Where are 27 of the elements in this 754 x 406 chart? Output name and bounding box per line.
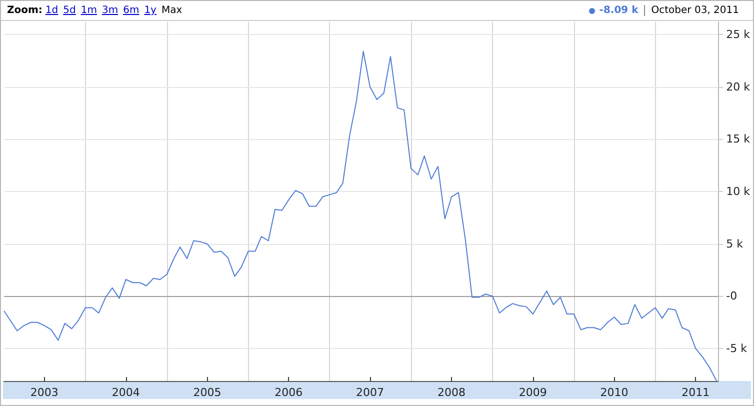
text: 3m (102, 5, 118, 16)
y-tick-label: 20 k (726, 80, 751, 94)
text: 1y (144, 5, 156, 16)
x-tick-label: 2010 (600, 386, 628, 399)
x-tick-label: 2004 (112, 386, 140, 399)
text: October 03, 2011 (644, 5, 739, 16)
text: Zoom: (7, 5, 42, 16)
x-tick-label: 2003 (30, 386, 58, 399)
y-tick-label: -5 k (726, 342, 748, 356)
y-tick-label: -0 (726, 290, 738, 303)
y-tick-label: 10 k (726, 185, 751, 198)
x-tick-label: 2006 (274, 386, 303, 399)
x-tick-label: 2011 (682, 386, 710, 399)
line-series (4, 50, 718, 382)
y-tick-label: 25 k (726, 28, 751, 42)
y-tick-label: 15 k (726, 132, 751, 146)
x-tick-label: 2007 (356, 386, 384, 399)
y-tick-label: 5 k (726, 237, 744, 250)
text: Max (161, 5, 182, 16)
x-tick-label: 2005 (193, 386, 222, 399)
text: -8.09 k (599, 5, 638, 16)
text: 6m (123, 5, 140, 16)
text: 1m (80, 5, 97, 16)
text: 1d (45, 5, 58, 16)
x-tick-label: 2009 (518, 386, 547, 399)
text: 5d (63, 5, 76, 16)
x-tick-label: 2008 (438, 386, 466, 399)
